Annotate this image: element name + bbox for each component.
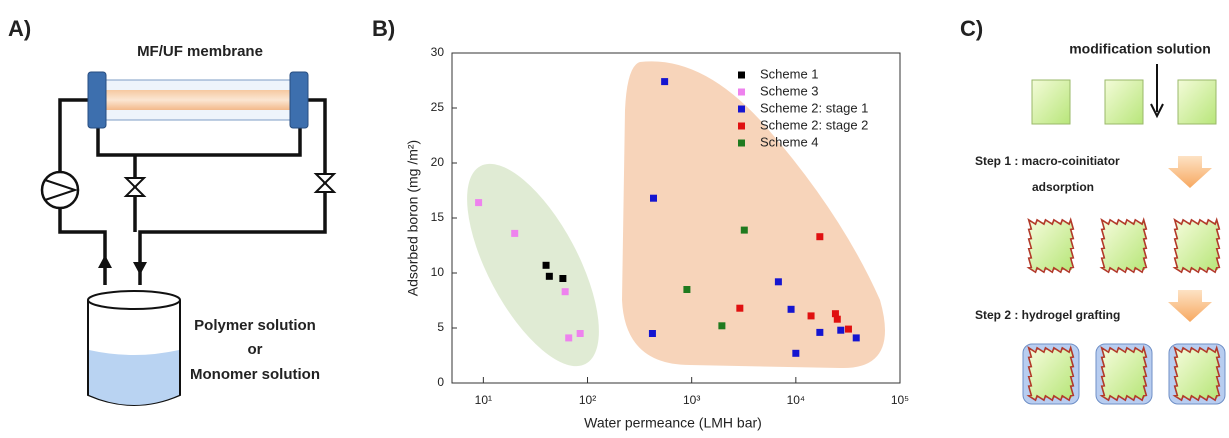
end-cap [289, 71, 309, 129]
point [545, 272, 553, 280]
square [1030, 222, 1072, 270]
point [565, 334, 573, 342]
y-tick-label: 10 [431, 265, 445, 279]
x-tick-label: 10² [579, 393, 596, 407]
end-cap [87, 71, 107, 129]
point [833, 315, 841, 323]
arrow [1168, 290, 1212, 322]
membrane-label: MF/UF membrane [137, 43, 263, 60]
point [831, 310, 839, 318]
square [1103, 222, 1145, 270]
step-text: adsorption [1032, 180, 1094, 194]
point [683, 286, 691, 293]
valve [313, 173, 337, 193]
panel-a: A) MF/UF membrane Polymer solution or Mo… [8, 16, 337, 406]
return-pipe [138, 98, 327, 285]
square [1031, 79, 1071, 125]
x-tick-label: 10³ [683, 393, 700, 407]
legend-marker [738, 88, 745, 96]
pump-symbol [44, 179, 79, 201]
valve [123, 177, 147, 197]
legend-label: Scheme 2: stage 1 [760, 100, 868, 115]
point [740, 226, 748, 234]
solution-text: or [248, 341, 263, 358]
y-tick-label: 15 [431, 210, 445, 224]
square [1176, 350, 1218, 398]
point [559, 275, 567, 282]
coating [1172, 217, 1221, 274]
step-text: Step 2 : hydrogel grafting [975, 308, 1120, 322]
square [1103, 350, 1145, 398]
beaker-rim [87, 290, 181, 310]
panel-b: B) Water permeance (LMH bar) Adsorbed bo… [372, 16, 909, 431]
legend-marker [738, 122, 745, 130]
arrow [1168, 156, 1212, 188]
point [807, 312, 815, 320]
point [837, 326, 845, 334]
coating [1026, 217, 1075, 274]
liquid [89, 350, 179, 405]
step-text: Step 1 : macro-coinitiator [975, 154, 1120, 168]
coating [1026, 345, 1075, 402]
square [1176, 222, 1218, 270]
panel-label: C) [960, 16, 983, 41]
solution-text: Polymer solution [194, 317, 316, 334]
membrane-tube [104, 90, 292, 110]
point [852, 334, 860, 342]
arrow [98, 255, 112, 268]
point [561, 288, 569, 296]
panel-c: C) modification solution Step 1 : macro-… [960, 16, 1226, 405]
point [844, 325, 852, 333]
point [649, 194, 657, 202]
coating [1099, 217, 1148, 274]
panel-label: A) [8, 16, 31, 41]
legend-marker [738, 105, 745, 113]
panel-label: B) [372, 16, 395, 41]
legend-label: Scheme 1 [760, 66, 819, 81]
solution-text: Monomer solution [190, 366, 320, 383]
legend-label: Scheme 2: stage 2 [760, 117, 868, 132]
point [661, 78, 669, 86]
point [774, 278, 782, 286]
legend-marker [738, 71, 745, 79]
point [542, 261, 550, 269]
point [792, 349, 800, 357]
x-tick-label: 10⁴ [787, 393, 806, 407]
legend-label: Scheme 3 [760, 83, 819, 98]
point [816, 328, 824, 336]
point [511, 229, 519, 237]
coating [1099, 345, 1148, 402]
y-tick-label: 0 [437, 375, 444, 389]
coating [1172, 345, 1221, 402]
y-tick-label: 20 [431, 155, 445, 169]
permeate-pipe [96, 124, 302, 157]
x-tick-label: 10⁵ [891, 393, 909, 407]
y-tick-label: 25 [431, 100, 445, 114]
point [816, 233, 824, 241]
point [736, 304, 744, 312]
square [1104, 79, 1144, 125]
point [475, 199, 483, 207]
step-title: modification solution [1069, 41, 1211, 57]
region [467, 163, 599, 367]
square [1030, 350, 1072, 398]
arrow [133, 262, 147, 275]
y-axis-label: Adsorbed boron (mg /m²) [405, 140, 421, 296]
point [787, 305, 795, 313]
x-tick-label: 10¹ [475, 393, 492, 407]
square [1177, 79, 1217, 125]
point [648, 330, 656, 337]
x-axis-label: Water permeance (LMH bar) [584, 415, 762, 431]
y-tick-label: 5 [437, 320, 444, 334]
arrow [1150, 103, 1164, 119]
point [718, 322, 726, 330]
y-tick-label: 30 [431, 45, 445, 59]
point [576, 330, 584, 337]
legend-marker [738, 139, 745, 147]
legend-label: Scheme 4 [760, 134, 819, 149]
